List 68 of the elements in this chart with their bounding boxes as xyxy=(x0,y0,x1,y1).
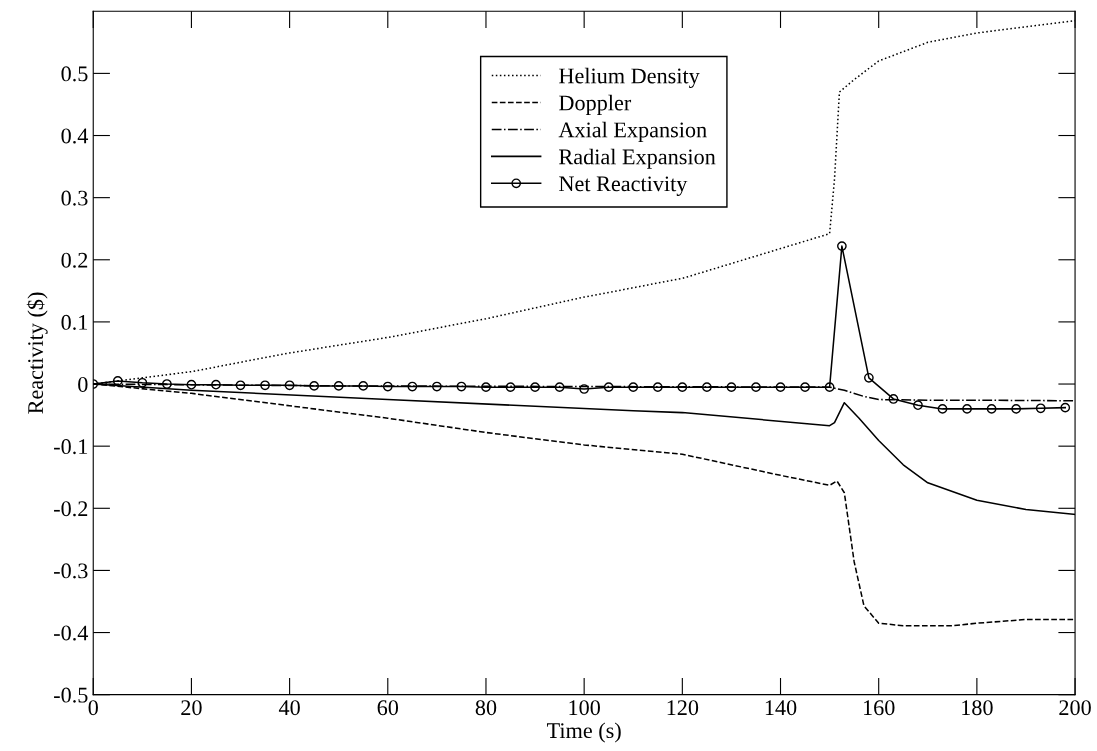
point xyxy=(382,381,393,392)
point xyxy=(751,382,761,393)
y-tick-label: 0.2 xyxy=(61,252,88,268)
point xyxy=(1060,402,1071,413)
point xyxy=(554,382,565,393)
x-tick-label: 100 xyxy=(569,700,600,716)
point xyxy=(284,380,295,391)
point xyxy=(211,379,221,390)
x-tick-label: 20 xyxy=(181,700,202,716)
point xyxy=(432,381,442,392)
y-tick-label: -0.4 xyxy=(54,625,89,641)
y-axis-title: Reactivity ($) xyxy=(26,292,48,414)
x-tick-label: 60 xyxy=(377,700,399,716)
x-tick-label: 40 xyxy=(278,700,300,716)
point xyxy=(986,404,997,414)
point xyxy=(837,241,847,251)
point xyxy=(358,381,369,391)
y-tick-label: -0.2 xyxy=(54,501,88,517)
point xyxy=(677,382,688,393)
point xyxy=(603,382,614,393)
point xyxy=(1035,403,1046,414)
point xyxy=(530,382,540,393)
legend-label: Helium Density xyxy=(559,67,700,89)
point xyxy=(235,380,246,391)
legend-label: Axial Expansion xyxy=(558,121,707,142)
x-tick-label: 180 xyxy=(962,700,993,716)
point xyxy=(775,382,786,393)
point xyxy=(333,381,344,391)
point xyxy=(702,382,712,393)
point xyxy=(260,380,270,391)
point xyxy=(888,394,899,404)
point xyxy=(1011,404,1022,414)
x-axis-title: Time (s) xyxy=(546,722,621,743)
point xyxy=(800,382,810,393)
point xyxy=(652,382,663,393)
legend-label: Radial Expansion xyxy=(559,148,716,169)
x-tick-label: 120 xyxy=(667,700,699,716)
point xyxy=(628,382,639,393)
point xyxy=(481,382,491,393)
point xyxy=(913,400,923,411)
point xyxy=(864,372,874,383)
legend-label: Net Reactivity xyxy=(559,176,688,196)
x-tick-label: 80 xyxy=(475,700,497,716)
y-tick-label: 0 xyxy=(78,376,88,392)
x-tick-label: 160 xyxy=(863,700,895,716)
y-tick-label: -0.5 xyxy=(54,687,88,703)
x-tick-label: 140 xyxy=(765,700,797,716)
point xyxy=(505,382,516,393)
point xyxy=(937,404,948,414)
point xyxy=(112,376,123,386)
y-tick-label: -0.3 xyxy=(54,563,88,579)
point xyxy=(186,379,197,390)
point xyxy=(162,379,172,389)
point xyxy=(137,377,148,388)
point xyxy=(579,384,590,394)
y-tick-label: -0.1 xyxy=(54,439,88,455)
legend-label: Doppler xyxy=(559,94,632,115)
y-tick-label: 0.3 xyxy=(61,190,88,206)
point xyxy=(407,381,418,392)
y-tick-label: 0.4 xyxy=(61,128,89,144)
x-tick-label: 200 xyxy=(1059,700,1091,716)
point xyxy=(962,404,972,414)
point xyxy=(456,381,467,392)
point xyxy=(309,381,320,391)
point xyxy=(726,382,737,393)
point xyxy=(824,382,835,393)
y-tick-label: 0.1 xyxy=(61,314,88,330)
y-tick-label: 0.5 xyxy=(61,66,88,82)
